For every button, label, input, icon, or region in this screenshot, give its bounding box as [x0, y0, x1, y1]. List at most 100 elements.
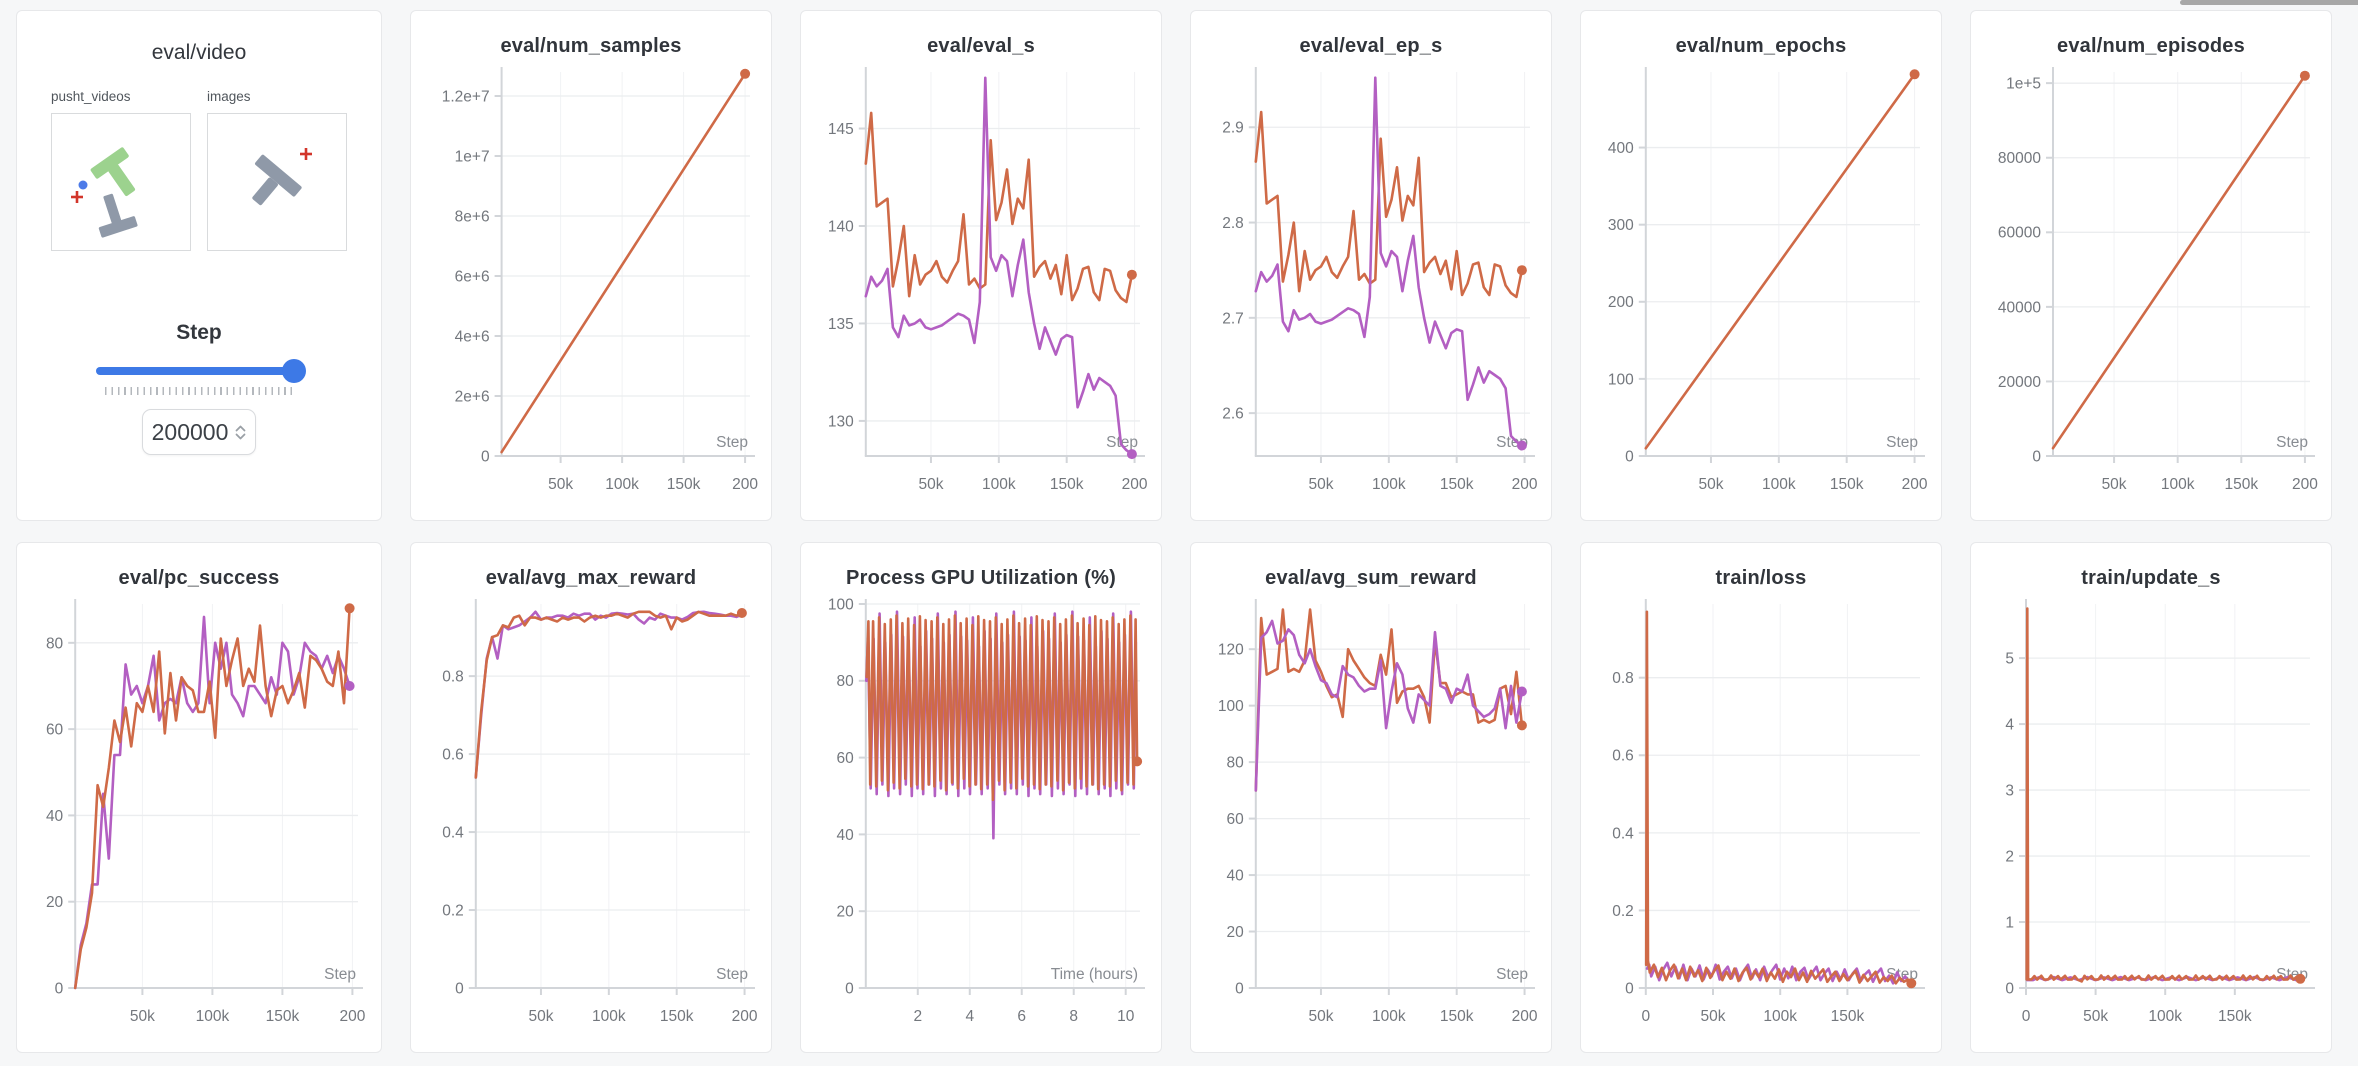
svg-text:150k: 150k: [2224, 476, 2258, 493]
svg-text:100k: 100k: [1763, 1008, 1797, 1025]
svg-text:0.4: 0.4: [442, 824, 464, 841]
agent-dot: [78, 180, 88, 190]
media-item-images[interactable]: images: [207, 89, 347, 251]
series-end-dot-orange: [2295, 973, 2306, 984]
panel-eval-video[interactable]: eval/video pusht_videos: [16, 10, 382, 521]
svg-text:100: 100: [1608, 371, 1634, 388]
step-slider-label: Step: [176, 321, 222, 344]
step-value-input[interactable]: 200000: [142, 409, 256, 455]
slider-tick-marks: [105, 387, 293, 395]
panel-process-gpu-utilization[interactable]: Process GPU Utilization (%) 0 20 40 60 80 100 2…: [800, 542, 1162, 1053]
pusht-video-thumbnail[interactable]: [51, 113, 191, 251]
spinner-up-icon[interactable]: [235, 425, 246, 432]
media-item-pusht-videos[interactable]: pusht_videos: [51, 89, 191, 251]
svg-text:6: 6: [1017, 1008, 1026, 1025]
svg-text:50k: 50k: [548, 476, 573, 493]
images-image: [252, 148, 312, 206]
stepper-control[interactable]: [235, 425, 246, 440]
svg-text:100k: 100k: [1372, 1008, 1406, 1025]
svg-text:100k: 100k: [1372, 476, 1406, 493]
panel-eval-num-samples[interactable]: eval/num_samples 0 2e+6 4e+6 6e+6 8e+6 1e+7 1.2…: [410, 10, 772, 521]
series-line-orange: [1254, 608, 1524, 792]
media-label: pusht_videos: [51, 89, 131, 104]
svg-text:Step: Step: [716, 434, 748, 451]
svg-text:0.6: 0.6: [442, 747, 464, 764]
panel-eval-num-episodes[interactable]: eval/num_episodes 0 20000 40000 60000 80000 1e…: [1970, 10, 2332, 521]
panel-eval-eval-ep-s[interactable]: eval/eval_ep_s 2.6 2.7 2.8 2.9 50k 100k 150k 200…: [1190, 10, 1552, 521]
svg-text:0: 0: [55, 980, 64, 997]
svg-text:150k: 150k: [2218, 1008, 2252, 1025]
panel-eval-eval-s[interactable]: eval/eval_s 130 135 140 145 50k 100k 150k 200 Ste…: [800, 10, 1162, 521]
svg-text:150k: 150k: [660, 1008, 694, 1025]
chart-title: train/loss: [1715, 567, 1807, 589]
series-line-orange: [865, 614, 1139, 802]
chart-plot-eval-num-samples[interactable]: 0 2e+6 4e+6 6e+6 8e+6 1e+7 1.2e+7 50k 100k 150k 20…: [418, 62, 764, 510]
svg-text:200: 200: [1902, 476, 1928, 493]
series-line-orange: [73, 607, 351, 990]
svg-text:150k: 150k: [1050, 476, 1084, 493]
svg-text:50k: 50k: [2083, 1008, 2108, 1025]
series-line-orange: [864, 111, 1134, 304]
svg-text:60: 60: [837, 750, 855, 767]
series-end-dot-orange: [1516, 720, 1527, 731]
svg-text:200: 200: [732, 476, 758, 493]
slider-thumb[interactable]: [282, 359, 306, 383]
series-line-orange: [474, 610, 744, 779]
svg-text:145: 145: [828, 121, 854, 138]
svg-text:60000: 60000: [1998, 225, 2041, 242]
chart-plot-process-gpu-utilization[interactable]: 0 20 40 60 80 100 2 4 6 8 10 Time (hours): [808, 594, 1154, 1042]
svg-text:200: 200: [339, 1008, 365, 1025]
panel-eval-pc-success[interactable]: eval/pc_success 0 20 40 60 80 50k 100k 150k 200 St…: [16, 542, 382, 1053]
series-line-purple: [1254, 619, 1524, 792]
svg-text:0: 0: [2022, 1008, 2031, 1025]
chart-plot-eval-num-epochs[interactable]: 0 100 200 300 400 50k 100k 150k 200 Step: [1588, 62, 1934, 510]
svg-text:60: 60: [1227, 811, 1245, 828]
svg-text:130: 130: [828, 413, 854, 430]
panel-train-update-s[interactable]: train/update_s 0 1 2 3 4 5 0 50k 100k 150k Step: [1970, 542, 2332, 1053]
series-line-orange: [1254, 110, 1524, 299]
images-thumbnail[interactable]: [207, 113, 347, 251]
chart-title: eval/num_samples: [500, 35, 682, 57]
step-slider[interactable]: [96, 358, 306, 384]
svg-text:1.2e+7: 1.2e+7: [442, 88, 490, 105]
panel-eval-avg-sum-reward[interactable]: eval/avg_sum_reward 0 20 40 60 80 100 120 50k 100…: [1190, 542, 1552, 1053]
slider-track[interactable]: [96, 367, 302, 375]
svg-text:50k: 50k: [528, 1008, 553, 1025]
series-line-orange: [500, 72, 747, 454]
svg-text:40: 40: [46, 808, 64, 825]
svg-text:4e+6: 4e+6: [455, 328, 490, 345]
horizontal-scrollbar[interactable]: [2180, 0, 2358, 5]
chart-title: train/update_s: [2081, 567, 2221, 589]
chart-plot-eval-pc-success[interactable]: 0 20 40 60 80 50k 100k 150k 200 Step: [26, 594, 372, 1042]
series-end-dot-purple: [1516, 440, 1527, 451]
svg-text:80000: 80000: [1998, 150, 2041, 167]
series-end-dot-orange: [736, 608, 747, 618]
chart-plot-eval-avg-sum-reward[interactable]: 0 20 40 60 80 100 120 50k 100k 150k 200 Step: [1198, 594, 1544, 1042]
chart-plot-eval-avg-max-reward[interactable]: 0 0.2 0.4 0.6 0.8 50k 100k 150k 200 Step: [418, 594, 764, 1042]
svg-text:8e+6: 8e+6: [455, 208, 490, 225]
media-row: pusht_videos: [51, 89, 381, 251]
svg-text:60: 60: [46, 722, 64, 739]
svg-text:150k: 150k: [1440, 476, 1474, 493]
svg-text:200: 200: [1608, 294, 1634, 311]
svg-text:150k: 150k: [667, 476, 701, 493]
svg-text:200: 200: [1122, 476, 1148, 493]
panel-eval-num-epochs[interactable]: eval/num_epochs 0 100 200 300 400 50k 100k 150k 2…: [1580, 10, 1942, 521]
series-end-dot-orange: [1126, 269, 1137, 280]
svg-text:200: 200: [732, 1008, 758, 1025]
svg-text:0.8: 0.8: [1612, 670, 1634, 687]
series-end-dot-purple: [344, 681, 355, 691]
svg-text:2e+6: 2e+6: [455, 388, 490, 405]
spinner-down-icon[interactable]: [235, 433, 246, 440]
chart-plot-eval-num-episodes[interactable]: 0 20000 40000 60000 80000 1e+5 50k 100k 150k 200 S…: [1978, 62, 2324, 510]
svg-text:100: 100: [1218, 698, 1244, 715]
svg-text:0.8: 0.8: [442, 669, 464, 686]
panel-eval-avg-max-reward[interactable]: eval/avg_max_reward 0 0.2 0.4 0.6 0.8 50k 100k 1…: [410, 542, 772, 1053]
panel-train-loss[interactable]: train/loss 0 0.2 0.4 0.6 0.8 0 50k 100k 150k Step: [1580, 542, 1942, 1053]
svg-text:40: 40: [837, 827, 855, 844]
